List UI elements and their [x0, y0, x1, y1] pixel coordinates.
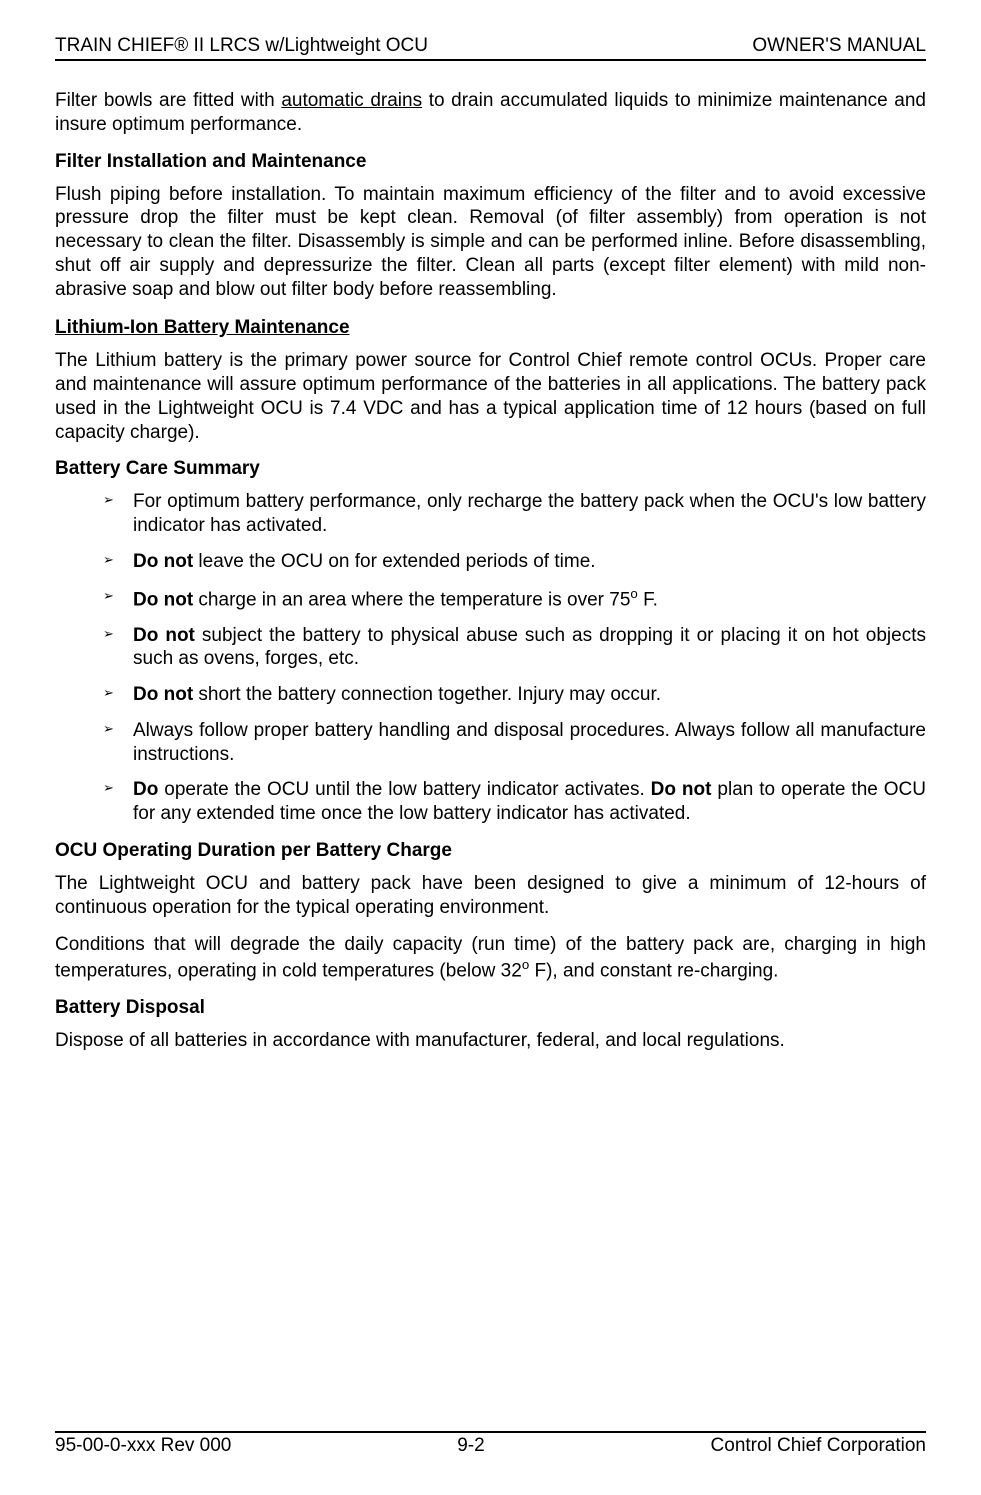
list-item: Do not leave the OCU on for extended per…	[103, 550, 926, 574]
bullet-5-rest: short the battery connection together. I…	[193, 684, 661, 705]
para1-underlined: automatic drains	[281, 90, 422, 111]
heading-battery-disposal: Battery Disposal	[55, 997, 926, 1019]
list-item: Do operate the OCU until the low battery…	[103, 778, 926, 826]
bullet-7-bold2: Do not	[651, 779, 712, 800]
para-dispose: Dispose of all batteries in accordance w…	[55, 1029, 926, 1053]
bullet-1-text: For optimum battery performance, only re…	[133, 491, 926, 536]
battery-care-list: For optimum battery performance, only re…	[55, 490, 926, 826]
bullet-7-bold1: Do	[133, 779, 158, 800]
list-item: Do not subject the battery to physical a…	[103, 624, 926, 672]
footer-center: 9-2	[457, 1435, 484, 1457]
para1-pre: Filter bowls are fitted with	[55, 90, 281, 111]
heading-ocu-duration: OCU Operating Duration per Battery Charg…	[55, 840, 926, 862]
para-filter-bowls: Filter bowls are fitted with automatic d…	[55, 89, 926, 137]
para5-post: F), and constant re-charging.	[529, 960, 778, 981]
bullet-2-bold: Do not	[133, 551, 193, 572]
bullet-4-rest: subject the battery to physical abuse su…	[133, 625, 926, 670]
footer-right: Control Chief Corporation	[711, 1435, 926, 1457]
bullet-4-bold: Do not	[133, 625, 195, 646]
list-item: Do not short the battery connection toge…	[103, 683, 926, 707]
header-left: TRAIN CHIEF® II LRCS w/Lightweight OCU	[55, 35, 428, 57]
heading-filter-installation: Filter Installation and Maintenance	[55, 151, 926, 173]
para5-pre: Conditions that will degrade the daily c…	[55, 934, 926, 981]
bullet-5-bold: Do not	[133, 684, 193, 705]
degree-sup: o	[630, 586, 637, 601]
page-footer: 95-00-0-xxx Rev 000 9-2 Control Chief Co…	[55, 1431, 926, 1457]
bullet-3-pre: charge in an area where the temperature …	[193, 589, 630, 610]
list-item: For optimum battery performance, only re…	[103, 490, 926, 538]
page-header: TRAIN CHIEF® II LRCS w/Lightweight OCU O…	[55, 35, 926, 61]
bullet-3-post: F.	[638, 589, 658, 610]
bullet-2-rest: leave the OCU on for extended periods of…	[193, 551, 595, 572]
para-conditions: Conditions that will degrade the daily c…	[55, 933, 926, 983]
header-right: OWNER'S MANUAL	[752, 35, 926, 57]
bullet-6-text: Always follow proper battery handling an…	[133, 720, 926, 765]
para-lithium-battery: The Lithium battery is the primary power…	[55, 349, 926, 444]
heading-lithium-ion: Lithium-Ion Battery Maintenance	[55, 317, 926, 339]
list-item: Always follow proper battery handling an…	[103, 719, 926, 767]
footer-left: 95-00-0-xxx Rev 000	[55, 1435, 231, 1457]
para-lightweight-ocu: The Lightweight OCU and battery pack hav…	[55, 872, 926, 920]
para-flush-piping: Flush piping before installation. To mai…	[55, 183, 926, 302]
bullet-3-bold: Do not	[133, 589, 193, 610]
list-item: Do not charge in an area where the tempe…	[103, 586, 926, 612]
bullet-7-mid: operate the OCU until the low battery in…	[158, 779, 650, 800]
heading-battery-care: Battery Care Summary	[55, 458, 926, 480]
